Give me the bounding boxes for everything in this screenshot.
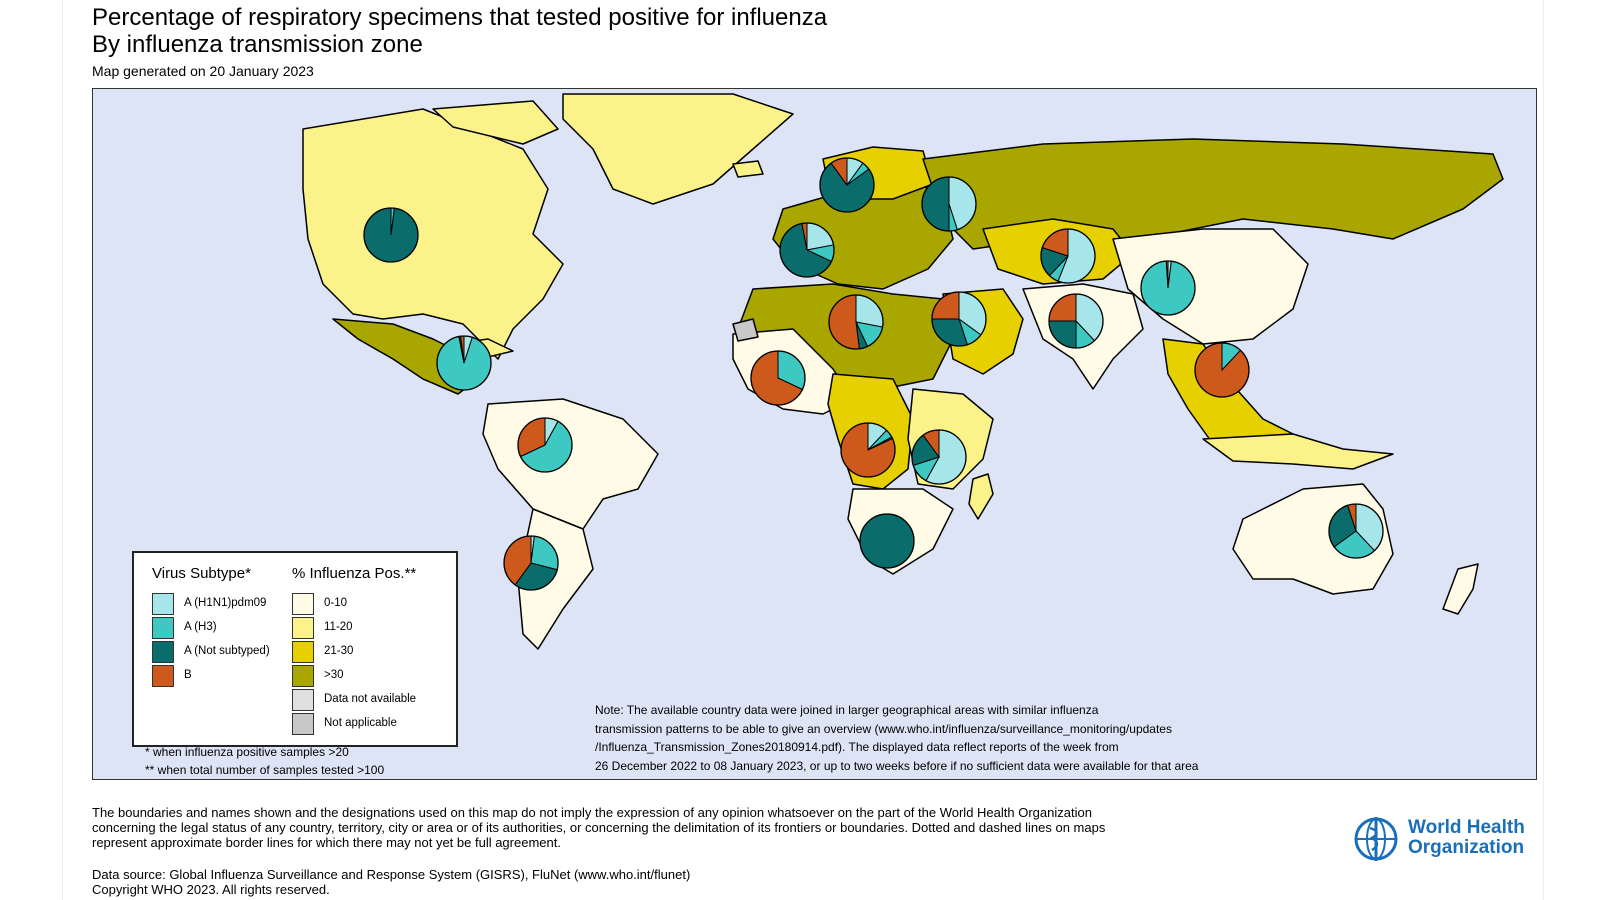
who-logo-text: World Health Organization <box>1408 818 1525 858</box>
swatch-h1n1 <box>152 593 174 615</box>
generated-date: Map generated on 20 January 2023 <box>92 63 314 79</box>
pie-northern-africa[interactable] <box>828 294 884 350</box>
note-line: Note: The available country data were jo… <box>595 703 1099 717</box>
pie-outline <box>517 417 573 473</box>
region-north-america <box>302 108 564 360</box>
pie-outline <box>859 513 915 569</box>
pie-outline <box>779 222 835 278</box>
region-madagascar <box>968 473 994 520</box>
data-source: Data source: Global Influenza Surveillan… <box>92 867 690 897</box>
region-indonesia <box>1202 433 1394 470</box>
pie-western-asia[interactable] <box>931 291 987 347</box>
pie-outline <box>911 429 967 485</box>
pie-central-asia[interactable] <box>1040 228 1096 284</box>
who-emblem-icon <box>1354 817 1398 861</box>
pie-southern-africa[interactable] <box>859 513 915 569</box>
pie-western-africa[interactable] <box>750 350 806 406</box>
pie-outline <box>840 422 896 478</box>
copyright-line: Copyright WHO 2023. All rights reserved. <box>92 882 330 897</box>
legend-h3-label: A (H3) <box>184 621 217 633</box>
pie-outline <box>921 176 977 232</box>
swatch-b <box>152 665 174 687</box>
pie-outline <box>503 535 559 591</box>
pie-southern-asia[interactable] <box>1048 293 1104 349</box>
pie-outline <box>436 335 492 391</box>
legend-h1n1-label: A (H1N1)pdm09 <box>184 597 267 609</box>
map-note: Note: The available country data were jo… <box>595 701 1235 775</box>
footnote-pos: ** when total number of samples tested >… <box>145 763 385 777</box>
swatch-0-10 <box>292 593 314 615</box>
note-line: transmission patterns to be able to give… <box>595 721 1172 736</box>
region-iceland <box>732 160 764 178</box>
pie-middle-africa[interactable] <box>840 422 896 478</box>
who-logo[interactable]: World Health Organization <box>1350 814 1530 864</box>
pie-eastern-asia[interactable] <box>1140 260 1196 316</box>
swatch-21-30 <box>292 641 314 663</box>
who-logo-line: World Health <box>1408 817 1525 838</box>
disclaimer-line: The boundaries and names shown and the d… <box>92 805 1092 820</box>
pie-outline <box>1328 503 1384 559</box>
legend-not-subtyped-label: A (Not subtyped) <box>184 645 270 657</box>
pie-outline <box>750 350 806 406</box>
map-subtitle: By influenza transmission zone <box>92 31 423 58</box>
legend-b-label: B <box>184 669 192 681</box>
pie-tropical-south-america[interactable] <box>517 417 573 473</box>
swatch-gt30 <box>292 665 314 687</box>
pie-central-america-and-caribbean[interactable] <box>436 335 492 391</box>
disclaimer-line: represent approximate border lines for w… <box>92 835 561 850</box>
who-logo-line: Organization <box>1408 837 1525 858</box>
swatch-not-subtyped <box>152 641 174 663</box>
legend-0-10-label: 0-10 <box>324 597 348 609</box>
pie-outline <box>1048 293 1104 349</box>
pie-south-east-asia[interactable] <box>1194 342 1250 398</box>
pie-south-west-europe[interactable] <box>779 222 835 278</box>
swatch-not-available <box>292 689 314 711</box>
pie-north-america[interactable] <box>363 207 419 263</box>
region-western-sahara <box>732 318 759 342</box>
pie-layer <box>363 157 1384 591</box>
pie-eastern-europe[interactable] <box>921 176 977 232</box>
note-line: 26 December 2022 to 08 January 2023, or … <box>595 758 1199 773</box>
disclaimer-line: concerning the legal status of any count… <box>92 820 1106 835</box>
pie-oceania-melanesia-polynesia[interactable] <box>1328 503 1384 559</box>
pie-eastern-africa[interactable] <box>911 429 967 485</box>
legend-not-applicable-label: Not applicable <box>324 717 397 729</box>
pie-temperate-south-america[interactable] <box>503 535 559 591</box>
legend-21-30-label: 21-30 <box>324 645 354 657</box>
disclaimer: The boundaries and names shown and the d… <box>92 805 1212 850</box>
region-tropical-south-america <box>482 398 659 530</box>
pie-northern-europe[interactable] <box>819 157 875 213</box>
legend-11-20-label: 11-20 <box>324 621 353 633</box>
pie-outline <box>819 157 875 213</box>
note-line: /Influenza_Transmission_Zones20180914.pd… <box>595 740 1119 754</box>
legend-gt30-label: >30 <box>324 669 344 681</box>
region-greenland <box>562 93 794 205</box>
swatch-not-applicable <box>292 713 314 735</box>
pie-outline <box>1040 228 1096 284</box>
footnote-virus: * when influenza positive samples >20 <box>145 745 349 759</box>
legend-box: Virus Subtype* % Influenza Pos.** A (H1N… <box>132 551 458 747</box>
pie-outline <box>1140 260 1196 316</box>
legend-not-available-label: Data not available <box>324 693 417 705</box>
swatch-h3 <box>152 617 174 639</box>
map-svg <box>302 93 1504 650</box>
pie-outline <box>1194 342 1250 398</box>
pie-outline <box>363 207 419 263</box>
pie-outline <box>931 291 987 347</box>
region-canada-north <box>432 100 559 145</box>
legend-virus-header: Virus Subtype* <box>152 565 251 582</box>
legend-pos-header: % Influenza Pos.** <box>292 565 417 582</box>
swatch-11-20 <box>292 617 314 639</box>
region-new-zealand <box>1442 563 1479 615</box>
pie-outline <box>828 294 884 350</box>
source-line: Data source: Global Influenza Surveillan… <box>92 867 691 882</box>
map-title: Percentage of respiratory specimens that… <box>92 4 828 31</box>
